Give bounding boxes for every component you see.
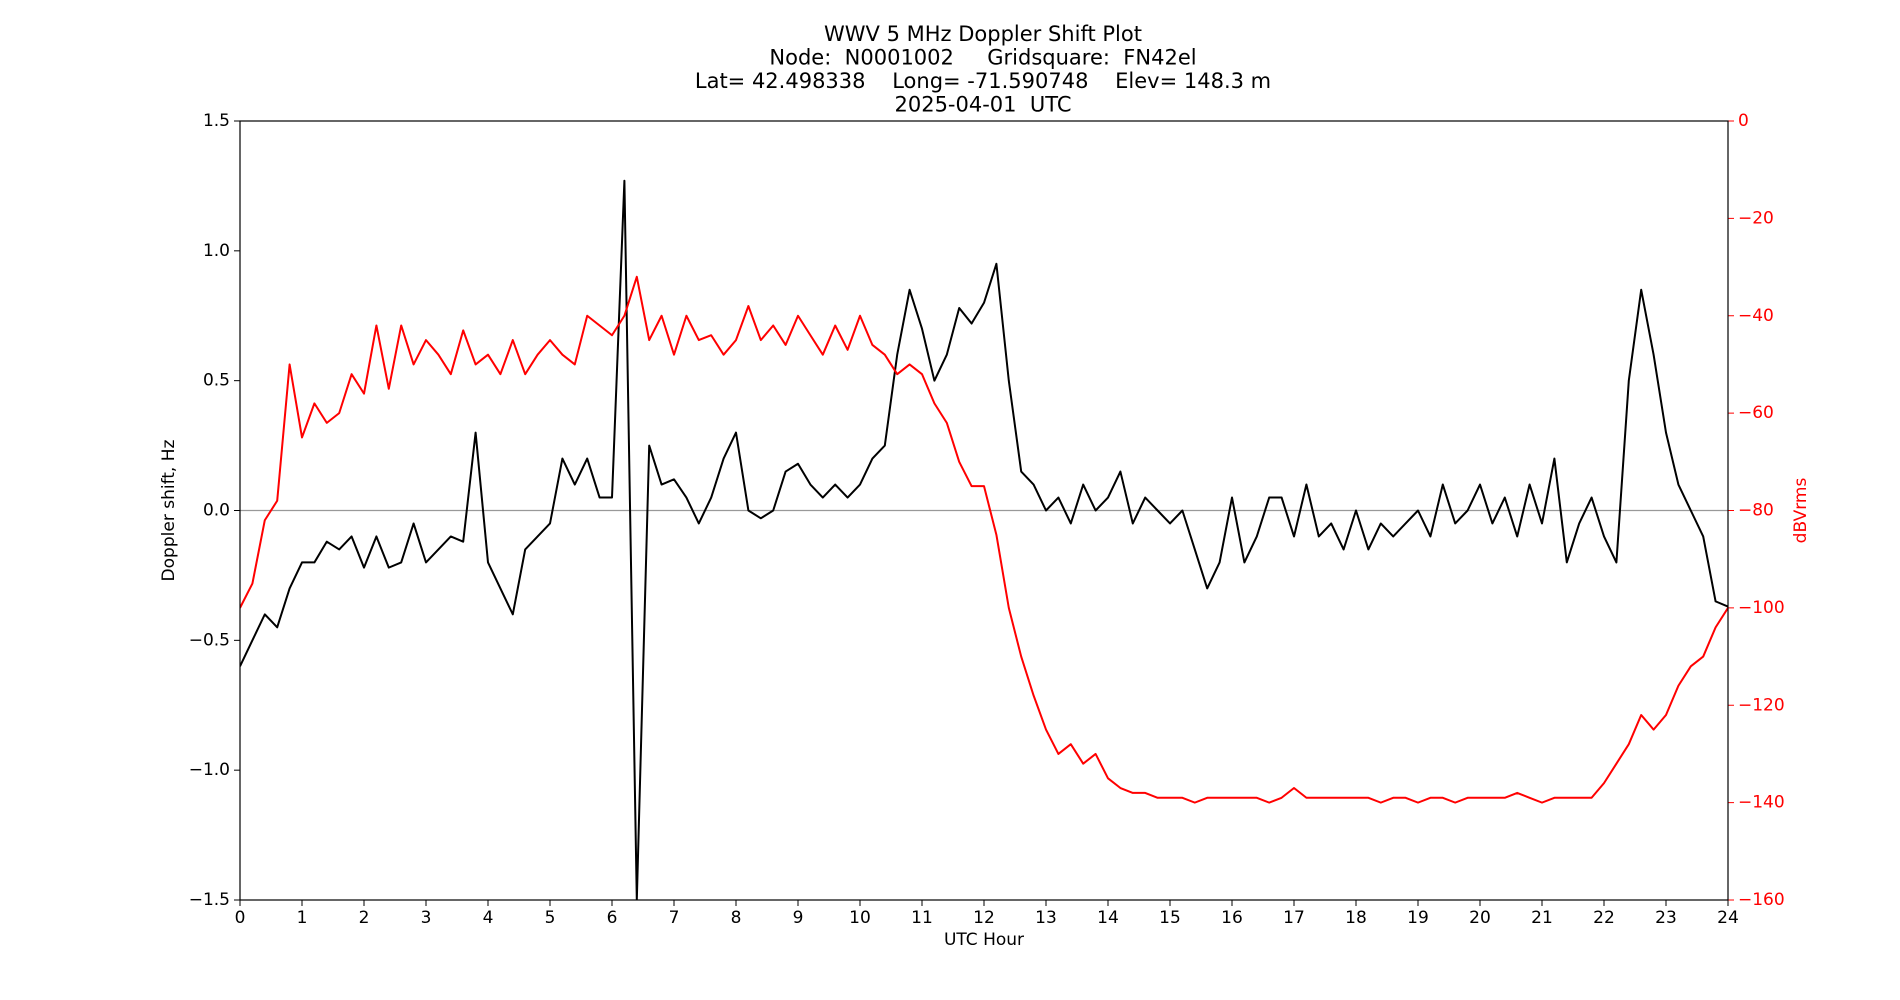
y2-tick-label: 0 bbox=[1738, 111, 1749, 131]
y2-tick-label: −100 bbox=[1738, 598, 1785, 618]
x-tick-label: 12 bbox=[973, 908, 995, 928]
x-tick-label: 11 bbox=[911, 908, 933, 928]
x-tick-label: 24 bbox=[1717, 908, 1739, 928]
y-tick-label: −1.5 bbox=[189, 890, 230, 910]
x-tick-label: 4 bbox=[483, 908, 494, 928]
x-tick-label: 16 bbox=[1221, 908, 1243, 928]
chart-title: Node: N0001002 Gridsquare: FN42el bbox=[769, 46, 1196, 70]
y-tick-label: 0.5 bbox=[203, 371, 230, 391]
y-tick-label: −1.0 bbox=[189, 760, 230, 780]
x-tick-label: 15 bbox=[1159, 908, 1181, 928]
y2-tick-label: −20 bbox=[1738, 208, 1774, 228]
chart-title: 2025-04-01 UTC bbox=[894, 93, 1071, 117]
x-tick-label: 8 bbox=[731, 908, 742, 928]
y2-tick-label: −80 bbox=[1738, 501, 1774, 521]
x-tick-label: 14 bbox=[1097, 908, 1119, 928]
x-tick-label: 2 bbox=[359, 908, 370, 928]
chart-title: Lat= 42.498338 Long= -71.590748 Elev= 14… bbox=[695, 69, 1271, 93]
x-tick-label: 6 bbox=[607, 908, 618, 928]
x-tick-label: 3 bbox=[421, 908, 432, 928]
y2-tick-label: −160 bbox=[1738, 890, 1785, 910]
x-tick-label: 0 bbox=[235, 908, 246, 928]
x-tick-label: 22 bbox=[1593, 908, 1615, 928]
y-tick-label: 0.0 bbox=[203, 501, 230, 521]
x-tick-label: 23 bbox=[1655, 908, 1677, 928]
y2-tick-label: −60 bbox=[1738, 403, 1774, 423]
x-tick-label: 9 bbox=[793, 908, 804, 928]
x-tick-label: 5 bbox=[545, 908, 556, 928]
y-tick-label: 1.0 bbox=[203, 241, 230, 261]
y-tick-label: 1.5 bbox=[203, 111, 230, 131]
y2-tick-label: −40 bbox=[1738, 306, 1774, 326]
x-tick-label: 7 bbox=[669, 908, 680, 928]
plot-frame bbox=[239, 120, 1729, 901]
x-tick-label: 19 bbox=[1407, 908, 1429, 928]
chart-title: WWV 5 MHz Doppler Shift Plot bbox=[824, 22, 1142, 46]
x-tick-label: 21 bbox=[1531, 908, 1553, 928]
x-tick-label: 20 bbox=[1469, 908, 1491, 928]
y2-tick-label: −120 bbox=[1738, 695, 1785, 715]
x-tick-label: 13 bbox=[1035, 908, 1057, 928]
x-tick-label: 1 bbox=[297, 908, 308, 928]
y-tick-label: −0.5 bbox=[189, 630, 230, 650]
y2-tick-label: −140 bbox=[1738, 793, 1785, 813]
x-axis-label: UTC Hour bbox=[944, 930, 1024, 950]
y-axis-label: Doppler shift, Hz bbox=[159, 439, 179, 581]
y2-axis-label: dBVrms bbox=[1791, 478, 1811, 544]
x-tick-label: 18 bbox=[1345, 908, 1367, 928]
series-line bbox=[240, 179, 1728, 900]
series-line bbox=[240, 275, 1728, 804]
x-tick-label: 17 bbox=[1283, 908, 1305, 928]
x-tick-label: 10 bbox=[849, 908, 871, 928]
